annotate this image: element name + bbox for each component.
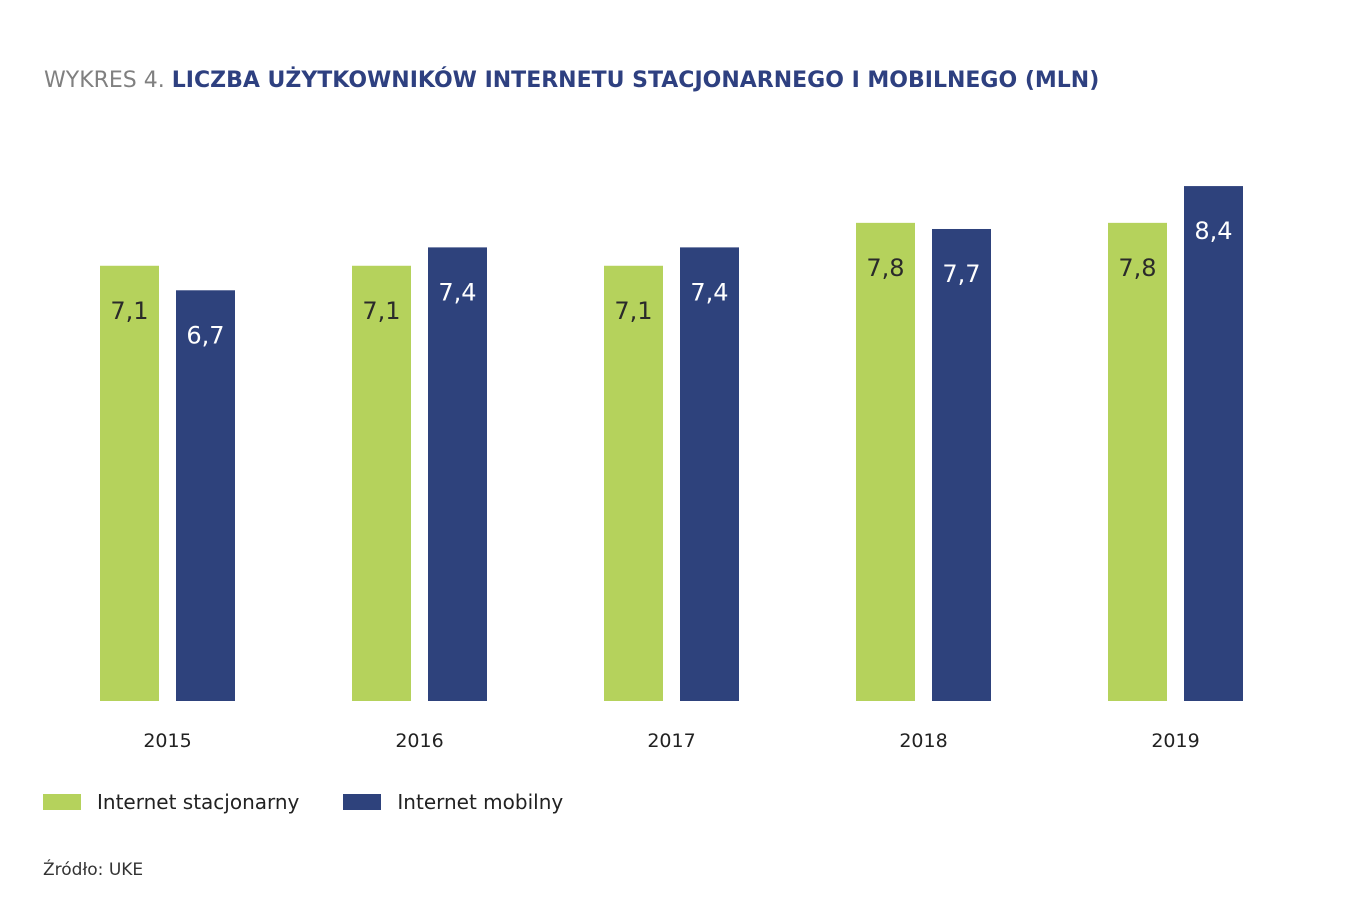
chart-title-main: LICZBA UŻYTKOWNIKÓW INTERNETU STACJONARN…	[171, 68, 1100, 93]
x-tick-label-2017: 2017	[647, 730, 695, 752]
bar-stacjonarny-2015	[100, 265, 159, 701]
chart-title: WYKRES 4. LICZBA UŻYTKOWNIKÓW INTERNETU …	[44, 66, 1099, 96]
bar-mobilny-2015	[176, 290, 235, 701]
data-label-stacjonarny-2015: 7,1	[110, 297, 148, 325]
data-label-stacjonarny-2018: 7,8	[866, 254, 904, 282]
bar-mobilny-2019	[1184, 186, 1243, 701]
x-tick-label-2018: 2018	[899, 730, 947, 752]
legend-swatch-stacjonarny	[43, 794, 81, 810]
chart-title-prefix: WYKRES 4.	[44, 68, 165, 93]
x-tick-label-2016: 2016	[395, 730, 443, 752]
bar-stacjonarny-2018	[856, 222, 915, 702]
x-tick-label-2015: 2015	[143, 730, 191, 752]
bar-mobilny-2016	[428, 247, 487, 701]
legend-item-stacjonarny: Internet stacjonarny	[43, 790, 299, 814]
data-label-mobilny-2019: 8,4	[1194, 217, 1232, 245]
data-label-stacjonarny-2016: 7,1	[362, 297, 400, 325]
data-label-mobilny-2016: 7,4	[438, 278, 476, 306]
bar-stacjonarny-2016	[352, 265, 411, 701]
bar-mobilny-2017	[680, 247, 739, 701]
data-label-stacjonarny-2017: 7,1	[614, 297, 652, 325]
source-note: Źródło: UKE	[43, 860, 144, 880]
legend-item-mobilny: Internet mobilny	[343, 790, 563, 814]
data-label-mobilny-2018: 7,7	[942, 260, 980, 288]
x-tick-label-2019: 2019	[1151, 730, 1199, 752]
legend: Internet stacjonarny Internet mobilny	[43, 790, 607, 814]
bar-stacjonarny-2017	[604, 265, 663, 701]
legend-swatch-mobilny	[343, 794, 382, 810]
data-label-mobilny-2017: 7,4	[690, 278, 728, 306]
legend-label-mobilny: Internet mobilny	[397, 790, 564, 814]
legend-label-stacjonarny: Internet stacjonarny	[97, 790, 300, 814]
bar-mobilny-2018	[932, 228, 991, 702]
data-label-mobilny-2015: 6,7	[186, 321, 224, 349]
data-label-stacjonarny-2019: 7,8	[1118, 254, 1156, 282]
bar-stacjonarny-2019	[1108, 222, 1167, 702]
